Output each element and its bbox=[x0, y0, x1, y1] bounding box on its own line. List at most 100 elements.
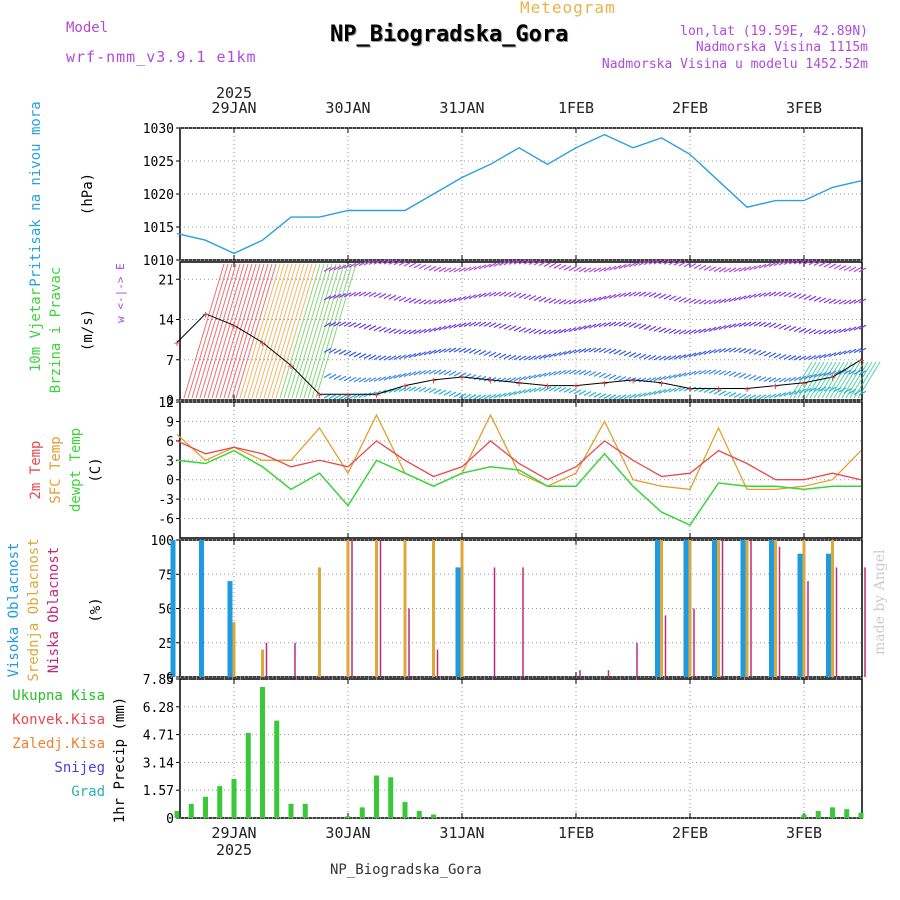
wind-barb-row bbox=[383, 293, 392, 299]
wind-barb-row bbox=[643, 260, 652, 266]
wind-barb-row bbox=[378, 376, 387, 382]
wind-barb-row bbox=[368, 354, 377, 360]
wind-barb-row bbox=[403, 386, 412, 392]
wind-barb-row bbox=[748, 374, 757, 380]
wind-barb-diag bbox=[227, 263, 269, 399]
wind-barb-row bbox=[708, 388, 717, 394]
wind-barb-row bbox=[703, 327, 712, 333]
wind-gust-point-5: + bbox=[316, 388, 323, 401]
wind-barb-row bbox=[488, 351, 497, 357]
precip-bar-13 bbox=[359, 807, 365, 818]
year-label-bottom: 2025 bbox=[216, 841, 252, 859]
wind-barb-row bbox=[798, 293, 807, 300]
wind-barb-row bbox=[448, 347, 457, 353]
wind-barb-row bbox=[488, 393, 497, 399]
wind-gust-point-16: + bbox=[630, 374, 637, 387]
cloud-ytick-label-2: 50 bbox=[158, 603, 174, 618]
wind-barb-row bbox=[723, 267, 732, 273]
wind-barb-row bbox=[543, 297, 552, 303]
wind-barb-row bbox=[713, 325, 722, 331]
wind-barb-row bbox=[803, 374, 812, 380]
wind-barb-row bbox=[663, 259, 672, 265]
wind-barb-row bbox=[753, 394, 762, 400]
wind-barb-row bbox=[828, 352, 837, 358]
wind-barb-row bbox=[528, 374, 537, 380]
wind-barb-row bbox=[348, 322, 357, 328]
wind-barb-row bbox=[608, 394, 617, 400]
precip-bar-16 bbox=[402, 802, 408, 818]
wind-barb-row bbox=[413, 370, 422, 376]
wind-barb-row bbox=[758, 376, 767, 382]
cloud-bar-s0-23 bbox=[826, 553, 831, 677]
wind-barb-row bbox=[628, 262, 637, 268]
wind-barb-row bbox=[428, 349, 437, 355]
wind-barb-row bbox=[683, 371, 692, 377]
wind-barb-row bbox=[338, 292, 347, 298]
wind-barb-row bbox=[773, 261, 782, 267]
wind-barb-row bbox=[788, 390, 797, 396]
precipitation-panel bbox=[179, 678, 863, 819]
dewpoint-line bbox=[176, 449, 861, 526]
cloud-bar-s1-5 bbox=[318, 567, 321, 677]
wind-barb-row bbox=[783, 259, 792, 265]
wind-barb-row bbox=[588, 323, 597, 329]
wind-barb-row bbox=[858, 324, 867, 330]
wind-barb-row bbox=[718, 347, 727, 353]
wind-barb-row bbox=[753, 292, 762, 298]
wind-barb-row bbox=[728, 297, 737, 303]
wind-barb-row bbox=[633, 393, 642, 399]
temperature-ytick-label-0: -6 bbox=[158, 513, 174, 528]
wind-barb-row bbox=[543, 386, 552, 392]
wind-barb-row bbox=[788, 376, 797, 382]
wind-barb-row bbox=[813, 386, 822, 392]
wind-barb-row bbox=[858, 267, 867, 273]
wind-barb-row bbox=[563, 350, 572, 356]
wind-barb-diag bbox=[817, 361, 841, 399]
wind-gust-point-6: + bbox=[345, 388, 352, 401]
wind-barb-row bbox=[338, 264, 347, 270]
wind-barb-row bbox=[408, 298, 417, 304]
wind-barb-row bbox=[683, 297, 692, 304]
wind-barb-row bbox=[698, 299, 707, 305]
wind-barb-row bbox=[403, 353, 412, 359]
wind-barb-row bbox=[518, 293, 527, 299]
wind-gust-point-15: + bbox=[601, 377, 608, 390]
wind-barb-row bbox=[733, 347, 742, 353]
wind-barb-row bbox=[578, 369, 587, 375]
wind-barb-row bbox=[373, 292, 382, 298]
wind-barb-row bbox=[818, 261, 827, 267]
cloud-bar-s2-12 bbox=[522, 567, 524, 677]
wind-barb-row bbox=[573, 266, 582, 272]
wind-barb-row bbox=[418, 299, 427, 305]
wind-barb-row bbox=[428, 369, 437, 375]
wind-barb-row bbox=[568, 369, 577, 375]
wind-gust-point-21: + bbox=[772, 380, 779, 393]
temp2m-line bbox=[176, 440, 862, 481]
wind-barb-row bbox=[513, 259, 522, 265]
wind-barb-row bbox=[333, 293, 342, 299]
wind-barb-row bbox=[508, 325, 517, 331]
day-label-bottom-2: 31JAN bbox=[439, 824, 484, 842]
wind-barb-row bbox=[523, 375, 532, 381]
wind-barb-row bbox=[593, 322, 602, 328]
wind-barb-row bbox=[328, 373, 337, 379]
wind-barb-diag bbox=[809, 361, 833, 399]
wind-barb-row bbox=[708, 266, 717, 272]
wind-barb-row bbox=[708, 299, 717, 305]
wind-barb-row bbox=[658, 388, 667, 394]
wind-barb-row bbox=[858, 370, 867, 376]
wind-barb-row bbox=[563, 265, 572, 271]
pressure-ytick-label-3: 1025 bbox=[143, 155, 174, 170]
wind-barb-row bbox=[403, 297, 412, 303]
wind-barb-row bbox=[748, 265, 757, 271]
wind-barb-row bbox=[738, 295, 747, 301]
wind-barb-row bbox=[548, 352, 557, 358]
cloud-bar-s2-3 bbox=[265, 642, 268, 677]
wind-barb-row bbox=[438, 267, 447, 273]
wind-barb-row bbox=[538, 261, 547, 267]
wind-barb-row bbox=[478, 264, 487, 270]
wind-barb-row bbox=[683, 262, 692, 268]
wind-barb-row bbox=[408, 329, 417, 335]
wind-barb-row bbox=[708, 369, 717, 375]
wind-barb-row bbox=[773, 392, 782, 398]
